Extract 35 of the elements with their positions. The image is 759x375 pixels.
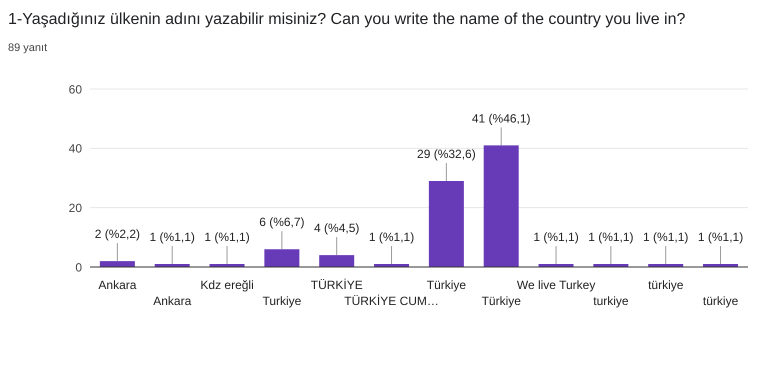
data-label: 1 (%1,1) [588,230,634,244]
chart-title: 1-Yaşadığınız ülkenin adını yazabilir misiniz? Can you write the name of the country you live in? [8,10,686,30]
x-tick-label: Türkiye [426,278,466,292]
data-label: 2 (%2,2) [94,227,140,242]
x-tick-label: Türkiye [482,294,522,308]
x-tick-label: türkiye [702,294,739,308]
data-label: 1 (%1,1) [533,230,579,244]
bar [484,145,519,267]
bar [428,180,464,267]
bar [100,261,135,267]
x-tick-label: Kdz ereğli [200,278,254,292]
data-label: 4 (%4,5) [314,221,360,236]
x-tick-label: TÜRKİYE CUM… [344,294,439,308]
x-tick-label: Ankara [153,294,192,308]
x-tick-label: We live Turkey [516,278,596,292]
x-tick-label: turkiye [593,294,629,308]
chart-subtitle: 89 yanıt [8,42,48,56]
x-tick-label: Turkiye [262,294,302,308]
y-tick-label: 40 [68,142,82,156]
data-label: 41 (%46,1) [472,111,531,126]
data-label: 29 (%32,6) [417,146,476,161]
data-label: 1 (%1,1) [643,230,688,244]
data-label: 1 (%1,1) [368,230,414,244]
data-label: 1 (%1,1) [204,230,250,244]
bar [264,249,300,267]
x-tick-label: Ankara [98,278,137,292]
data-label: 6 (%6,7) [259,215,305,230]
data-label: 1 (%1,1) [698,230,744,244]
data-label: 1 (%1,1) [150,230,195,244]
x-tick-label: türkiye [648,278,684,292]
y-tick-label: 20 [68,200,82,215]
y-tick-label: 0 [75,260,82,274]
x-tick-label: TÜRKİYE [310,278,363,292]
y-tick-label: 60 [68,82,82,96]
bar [319,255,354,267]
